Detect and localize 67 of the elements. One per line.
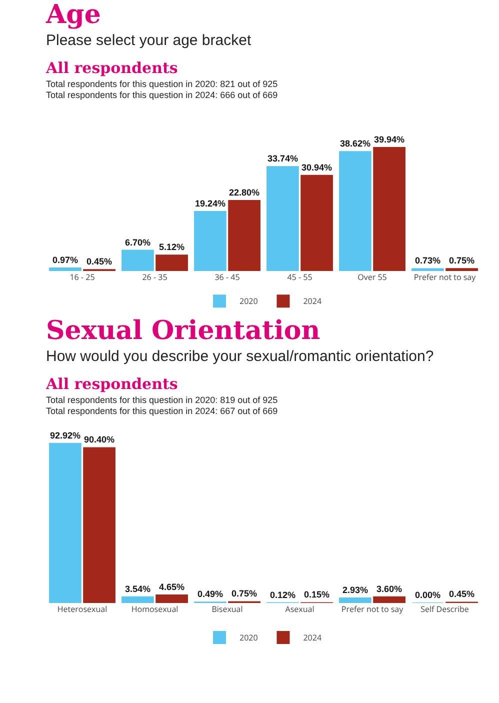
data-label: 22.80% xyxy=(229,188,260,198)
x-tick-label: 36 - 45 xyxy=(214,272,240,283)
x-tick-label: Prefer not to say xyxy=(341,604,404,615)
legend-label: 2024 xyxy=(303,632,322,644)
data-label: 33.74% xyxy=(267,154,298,164)
text: Total respondents for this question in 2020: 819 out of 925 xyxy=(46,395,279,406)
text: Total respondents for this question in 2024: 666 out of 669 xyxy=(46,90,279,101)
bar xyxy=(266,166,299,271)
data-label: 0.49% xyxy=(197,589,223,600)
chart-title: Age xyxy=(46,0,102,30)
bar xyxy=(156,254,188,271)
bar xyxy=(122,596,154,603)
data-label: 4.65% xyxy=(159,582,185,592)
data-label: 3.60% xyxy=(376,584,402,594)
bar xyxy=(373,147,406,271)
data-label: 0.45% xyxy=(86,256,112,267)
x-tick-label: 16 - 25 xyxy=(70,272,96,283)
text: All respondents xyxy=(46,59,179,77)
legend-label: 2024 xyxy=(303,296,322,308)
chart-subtitle: Please select your age bracket xyxy=(46,32,252,49)
x-tick-label: Self Describe xyxy=(420,604,470,615)
data-label: 2.93% xyxy=(342,584,368,595)
data-label: 38.62% xyxy=(340,138,370,149)
data-label: 0.15% xyxy=(304,590,330,600)
bar xyxy=(339,597,372,603)
text: Total respondents for this question in 2020: 821 out of 925 xyxy=(46,79,279,90)
x-tick-label: 26 - 35 xyxy=(142,272,168,283)
data-label: 0.00% xyxy=(414,590,440,600)
x-tick-label: Homosexual xyxy=(131,604,178,615)
data-label: 5.12% xyxy=(159,242,185,252)
data-label: 0.73% xyxy=(414,256,440,266)
data-label: 0.12% xyxy=(270,590,296,600)
x-tick-label: 45 - 55 xyxy=(287,272,313,283)
data-label: 6.70% xyxy=(124,237,150,248)
data-label: 90.40% xyxy=(84,434,115,445)
x-tick-label: Prefer not to say xyxy=(414,272,477,283)
data-label: 0.45% xyxy=(449,589,475,600)
bar xyxy=(446,268,478,271)
bar xyxy=(228,200,260,271)
data-label: 3.54% xyxy=(124,584,150,594)
data-label: 0.75% xyxy=(232,588,258,599)
data-label: 19.24% xyxy=(194,198,226,209)
bar xyxy=(194,211,226,271)
bar xyxy=(122,250,154,271)
data-label: 0.75% xyxy=(449,256,475,266)
x-tick-label: Bisexual xyxy=(212,604,243,615)
legend-label: 2020 xyxy=(240,632,258,644)
bar xyxy=(339,151,372,271)
bar xyxy=(156,594,188,603)
x-tick-label: Asexual xyxy=(285,604,314,615)
text: Total respondents for this question in 2024: 667 out of 669 xyxy=(46,406,279,417)
data-label: 92.92% xyxy=(50,430,80,440)
bar xyxy=(373,596,406,603)
chart-title: Sexual Orientation xyxy=(46,316,322,346)
data-label: 30.94% xyxy=(302,162,332,172)
chart-subtitle: How would you describe your sexual/romantic orientation? xyxy=(46,348,435,365)
text: All respondents xyxy=(46,375,179,393)
data-label: 0.97% xyxy=(52,255,78,265)
bar xyxy=(49,268,82,271)
bar xyxy=(83,447,116,603)
bar xyxy=(300,174,333,271)
x-tick-label: Over 55 xyxy=(358,272,388,283)
bar xyxy=(49,442,82,603)
bar xyxy=(412,268,444,271)
data-label: 39.94% xyxy=(374,134,405,144)
legend-label: 2020 xyxy=(240,296,258,308)
x-tick-label: Heterosexual xyxy=(57,604,108,615)
